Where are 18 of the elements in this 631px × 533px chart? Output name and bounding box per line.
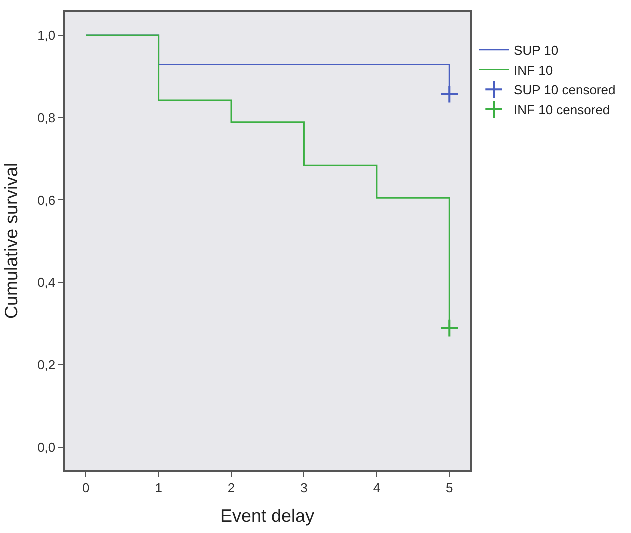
legend-label: SUP 10 censored <box>514 82 616 98</box>
y-tick-label: 0,6 <box>38 192 56 208</box>
legend-label: INF 10 <box>514 62 554 78</box>
x-tick-label: 2 <box>228 480 236 496</box>
y-tick-label: 0,8 <box>38 110 56 126</box>
x-tick-label: 5 <box>446 480 454 496</box>
y-tick-label: 0,2 <box>38 358 56 373</box>
y-tick-label: 1,0 <box>38 28 56 44</box>
x-axis-title: Event delay <box>220 506 315 526</box>
x-tick-label: 4 <box>373 480 381 496</box>
y-tick-label: 0,4 <box>38 275 56 290</box>
x-tick-label: 3 <box>300 480 308 496</box>
x-tick-label: 1 <box>155 480 162 496</box>
legend-label: INF 10 censored <box>514 102 610 118</box>
y-tick-label: 0,0 <box>38 440 56 455</box>
x-tick-label: 0 <box>82 480 90 496</box>
legend-label: SUP 10 <box>514 42 559 58</box>
y-axis-title: Cumulative survival <box>1 162 22 320</box>
